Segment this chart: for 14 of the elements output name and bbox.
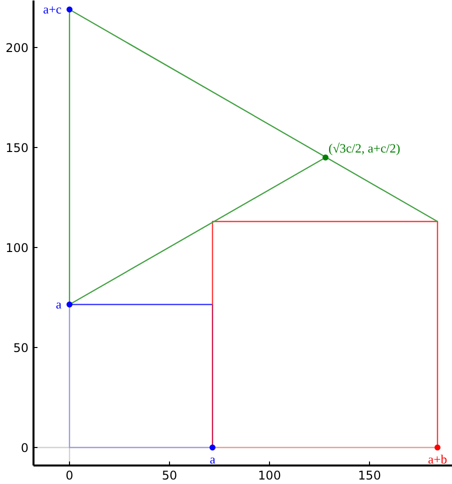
data-label: a+c	[43, 2, 62, 16]
data-label: a	[210, 452, 216, 466]
y-tick-label: 200	[6, 41, 28, 55]
data-label: a	[56, 298, 62, 312]
x-tick-label: 150	[358, 468, 381, 482]
data-label: (√3c/2, a+c/2)	[328, 142, 400, 156]
x-tick-label: 0	[66, 468, 74, 482]
y-tick-label: 50	[13, 341, 29, 355]
y-tick-label: 100	[6, 241, 28, 255]
x-tick-label: 100	[258, 468, 281, 482]
y-tick-label: 0	[20, 441, 29, 455]
y-tick-label: 150	[6, 141, 28, 155]
data-label: a+b	[428, 452, 448, 466]
x-tick-label: 50	[162, 468, 178, 482]
